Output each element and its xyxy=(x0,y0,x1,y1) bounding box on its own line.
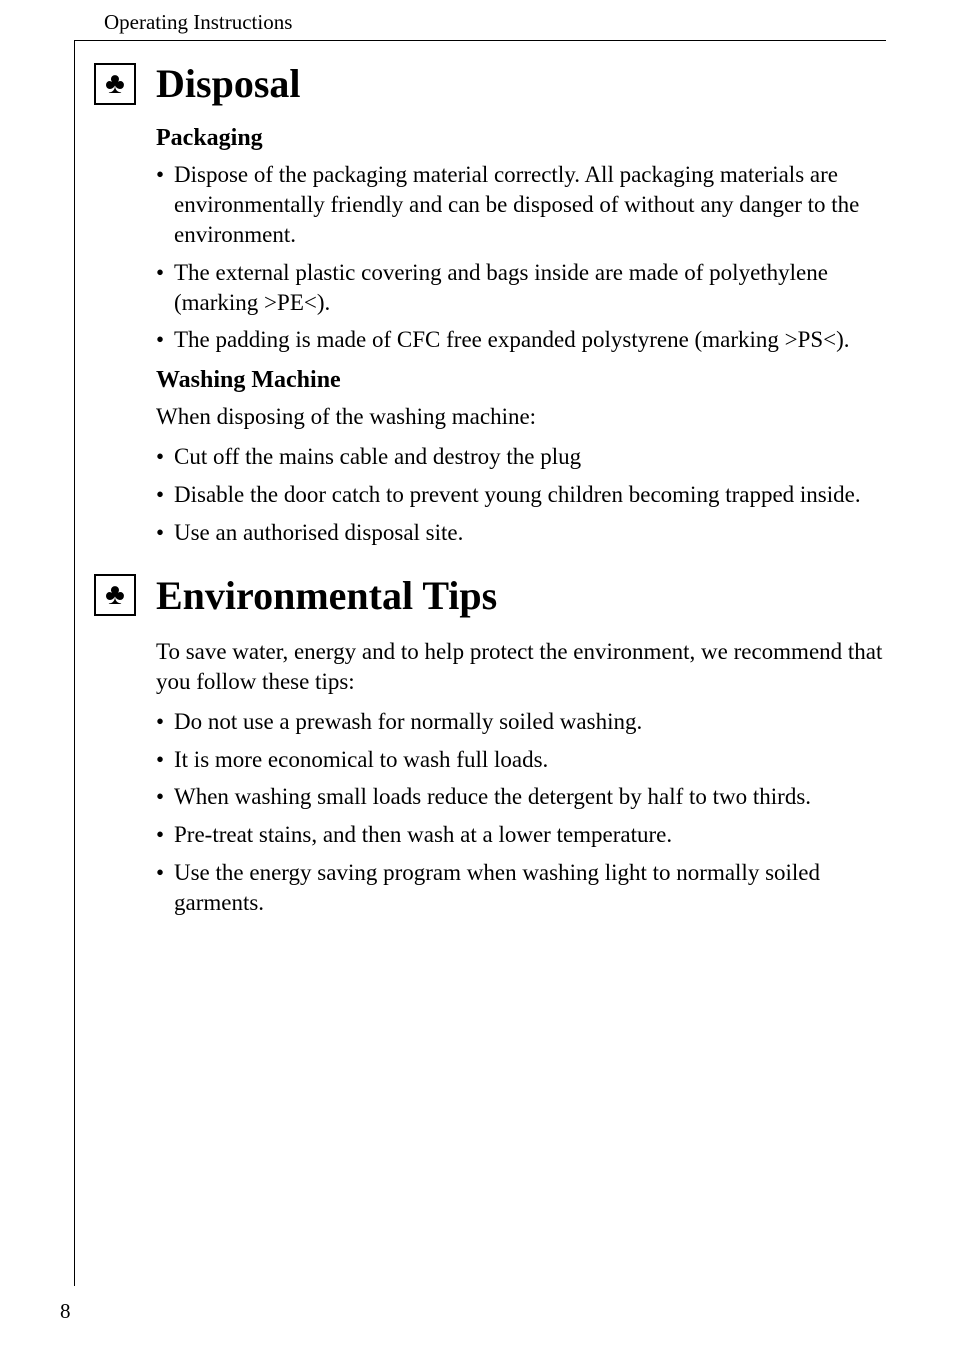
list-item: Use an authorised disposal site. xyxy=(156,518,886,548)
section-body: To save water, energy and to help protec… xyxy=(156,637,886,918)
list-item: Disable the door catch to prevent young … xyxy=(156,480,886,510)
paragraph: To save water, energy and to help protec… xyxy=(156,637,886,697)
page-number: 8 xyxy=(60,1299,71,1324)
list-washing-machine: Cut off the mains cable and destroy the … xyxy=(156,442,886,548)
section-title: Environmental Tips xyxy=(156,572,497,619)
page-content: ♣ Disposal Packaging Dispose of the pack… xyxy=(94,60,886,930)
header-divider xyxy=(74,40,886,41)
list-packaging: Dispose of the packaging material correc… xyxy=(156,160,886,355)
list-item: When washing small loads reduce the dete… xyxy=(156,782,886,812)
paragraph: When disposing of the washing machine: xyxy=(156,402,886,432)
list-item: It is more economical to wash full loads… xyxy=(156,745,886,775)
header-text: Operating Instructions xyxy=(104,10,292,35)
list-item: Pre-treat stains, and then wash at a low… xyxy=(156,820,886,850)
subtitle-washing-machine: Washing Machine xyxy=(156,367,886,394)
list-item: The padding is made of CFC free expanded… xyxy=(156,325,886,355)
section-body: Packaging Dispose of the packaging mater… xyxy=(156,125,886,548)
section-environmental-tips: ♣ Environmental Tips To save water, ener… xyxy=(94,572,886,918)
section-disposal: ♣ Disposal Packaging Dispose of the pack… xyxy=(94,60,886,548)
section-header: ♣ Disposal xyxy=(94,60,886,107)
subtitle-packaging: Packaging xyxy=(156,125,886,152)
clover-icon: ♣ xyxy=(94,574,136,616)
list-item: The external plastic covering and bags i… xyxy=(156,258,886,318)
list-item: Use the energy saving program when washi… xyxy=(156,858,886,918)
section-header: ♣ Environmental Tips xyxy=(94,572,886,619)
list-item: Dispose of the packaging material correc… xyxy=(156,160,886,250)
list-item: Do not use a prewash for normally soiled… xyxy=(156,707,886,737)
list-tips: Do not use a prewash for normally soiled… xyxy=(156,707,886,918)
side-line xyxy=(74,40,75,1286)
section-title: Disposal xyxy=(156,60,301,107)
clover-icon: ♣ xyxy=(94,63,136,105)
list-item: Cut off the mains cable and destroy the … xyxy=(156,442,886,472)
